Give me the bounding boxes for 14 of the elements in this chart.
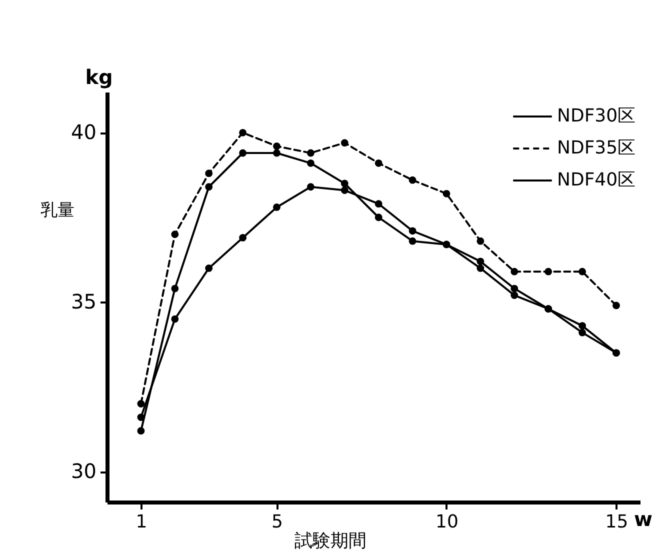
y-tick-label: 30	[71, 459, 96, 484]
text: w	[634, 507, 652, 531]
legend-label: NDF35区	[557, 138, 636, 158]
text: kg	[85, 65, 113, 89]
x-tick-label: 5	[272, 512, 283, 532]
y-tick-label: 40	[71, 120, 96, 144]
y-axis-title: 乳量	[40, 200, 74, 220]
legend-label: NDF30区	[557, 106, 636, 126]
x-axis-title: 試験期間	[294, 530, 366, 552]
legend-label: NDF40区	[557, 170, 636, 190]
x-tick-label: 10	[436, 512, 458, 532]
y-tick-label: 35	[71, 290, 96, 314]
x-tick-label: 1	[136, 512, 148, 532]
x-tick-label: 15	[605, 512, 628, 532]
